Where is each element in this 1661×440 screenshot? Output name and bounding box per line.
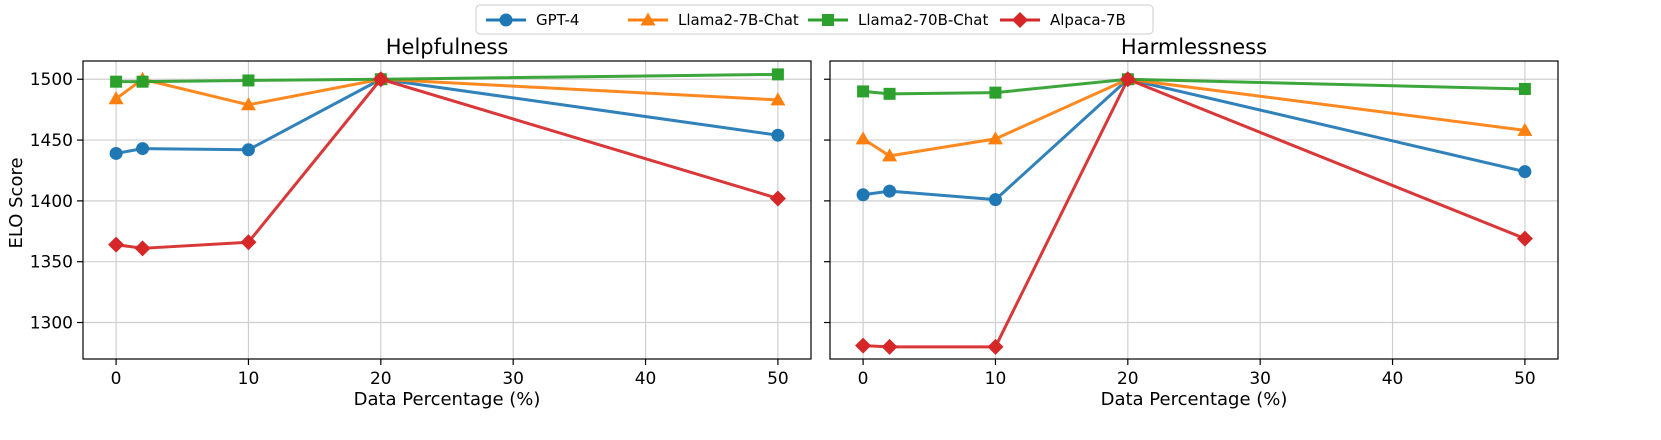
legend-marker xyxy=(1012,12,1028,28)
series-line-gpt-4 xyxy=(862,77,1526,202)
data-point-alpaca-7b xyxy=(372,71,389,88)
series-line-alpaca-7b xyxy=(115,77,779,250)
data-point-alpaca-7b xyxy=(881,338,898,355)
data-point-gpt-4 xyxy=(241,143,255,157)
plot-frame xyxy=(829,60,1559,360)
x-tick-label: 10 xyxy=(238,369,260,389)
legend: GPT-4 Llama2-7B-Chat Llama2-70B-Chat Alpaca… xyxy=(475,4,1154,35)
series-llama2-70b-chat xyxy=(857,73,1531,100)
legend-entry-llama2-7b-chat: Llama2-7B-Chat xyxy=(628,11,799,29)
data-point-gpt-4 xyxy=(109,146,123,160)
data-point-alpaca-7b xyxy=(134,240,151,257)
data-point-alpaca-7b xyxy=(769,190,786,207)
data-point-llama2-7b-chat xyxy=(882,148,898,162)
data-point-llama2-70b-chat xyxy=(110,75,123,88)
data-point-gpt-4 xyxy=(883,184,897,198)
legend-entry-llama2-70b-chat: Llama2-70B-Chat xyxy=(808,11,988,29)
series-line-llama2-7b-chat xyxy=(115,77,778,107)
legend-marker xyxy=(499,13,513,27)
x-tick-label: 20 xyxy=(1117,369,1139,389)
x-tick-label: 10 xyxy=(985,369,1007,389)
series-line-llama2-70b-chat xyxy=(116,72,778,84)
legend-marker xyxy=(640,12,656,26)
series-alpaca-7b xyxy=(855,71,1533,355)
series-line-alpaca-7b xyxy=(863,77,1526,349)
legend-label: Llama2-70B-Chat xyxy=(858,11,988,29)
x-tick-label: 30 xyxy=(1249,369,1271,389)
data-point-llama2-70b-chat xyxy=(883,87,896,100)
y-tick-label: 1300 xyxy=(30,314,73,334)
series-llama2-70b-chat xyxy=(110,68,784,88)
data-point-alpaca-7b xyxy=(1516,230,1533,247)
x-tick-label: 40 xyxy=(635,369,657,389)
data-point-alpaca-7b xyxy=(108,236,125,253)
panel-title: Harmlessness xyxy=(1121,35,1267,59)
data-point-gpt-4 xyxy=(988,193,1002,207)
y-axis-label: ELO Score xyxy=(6,157,27,248)
data-point-llama2-70b-chat xyxy=(857,85,870,98)
panels: 0 10 20 30 40 50 1300 1350 1400 1450 1500 Helpfulne… xyxy=(30,35,1559,410)
legend-entry-gpt-4: GPT-4 xyxy=(486,11,579,29)
data-point-llama2-70b-chat xyxy=(989,86,1002,99)
panel-helpfulness: 0 10 20 30 40 50 1300 1350 1400 1450 1500 Helpfulne… xyxy=(30,35,812,410)
data-point-gpt-4 xyxy=(1518,165,1532,179)
x-tick-label: 20 xyxy=(370,369,392,389)
x-tick-label: 30 xyxy=(502,369,524,389)
legend-label: Llama2-7B-Chat xyxy=(678,11,799,29)
legend-label: Alpaca-7B xyxy=(1050,11,1126,29)
y-tick-label: 1450 xyxy=(30,131,73,151)
y-tick-label: 1350 xyxy=(30,253,73,273)
legend-marker xyxy=(822,14,834,26)
x-axis-label: Data Percentage (%) xyxy=(1101,389,1288,410)
legend-entry-alpaca-7b: Alpaca-7B xyxy=(1000,11,1126,29)
data-point-llama2-7b-chat xyxy=(108,91,124,105)
data-point-llama2-7b-chat xyxy=(855,131,871,145)
data-point-llama2-7b-chat xyxy=(1517,122,1533,136)
y-tick-label: 1400 xyxy=(30,192,73,212)
data-point-llama2-70b-chat xyxy=(771,68,784,81)
data-point-llama2-7b-chat xyxy=(770,92,786,106)
panel-title: Helpfulness xyxy=(386,35,509,59)
x-tick-label: 50 xyxy=(1514,369,1536,389)
x-tick-label: 0 xyxy=(858,369,869,389)
data-point-alpaca-7b xyxy=(240,234,257,251)
series-alpaca-7b xyxy=(108,71,786,257)
series-line-llama2-7b-chat xyxy=(862,77,1526,158)
y-tick-label: 1500 xyxy=(30,70,73,90)
data-point-gpt-4 xyxy=(136,142,150,156)
data-point-alpaca-7b xyxy=(1119,71,1136,88)
panel-harmlessness: 0 10 20 30 40 50 Harmlessness Data Percentage (… xyxy=(824,35,1559,410)
plot-frame xyxy=(82,60,812,360)
x-axis-label: Data Percentage (%) xyxy=(354,389,541,410)
data-point-alpaca-7b xyxy=(987,338,1004,355)
data-point-llama2-7b-chat xyxy=(987,131,1003,145)
series-line-gpt-4 xyxy=(115,77,779,155)
data-point-alpaca-7b xyxy=(855,337,872,354)
series-gpt-4 xyxy=(109,72,785,160)
x-tick-label: 40 xyxy=(1382,369,1404,389)
data-point-llama2-70b-chat xyxy=(1518,82,1531,95)
legend-label: GPT-4 xyxy=(536,11,579,29)
data-point-gpt-4 xyxy=(856,188,870,202)
x-tick-label: 0 xyxy=(111,369,122,389)
data-point-gpt-4 xyxy=(771,128,785,142)
data-point-llama2-70b-chat xyxy=(242,74,255,87)
data-point-llama2-70b-chat xyxy=(136,75,149,88)
x-tick-label: 50 xyxy=(767,369,789,389)
data-point-llama2-7b-chat xyxy=(240,97,256,111)
